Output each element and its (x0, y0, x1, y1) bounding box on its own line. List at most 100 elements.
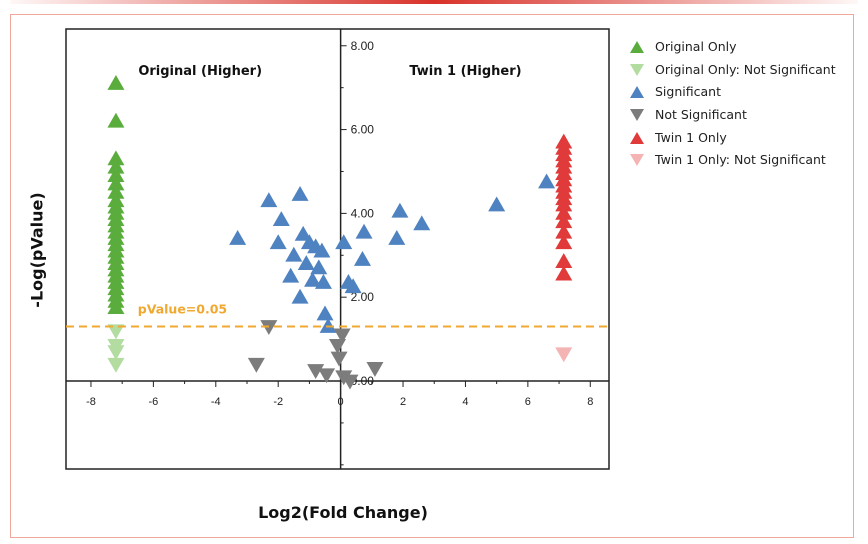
point-original-only (107, 158, 125, 174)
point-original-only (107, 175, 125, 191)
triangle-up-icon (630, 41, 644, 53)
point-significant (310, 259, 328, 275)
legend-label: Original Only: Not Significant (655, 61, 836, 77)
point-twin-1-only (555, 213, 573, 229)
x-tick-label: -8 (86, 396, 96, 408)
point-significant (282, 267, 300, 283)
x-tick-label: 2 (400, 396, 406, 408)
x-tick-label: 8 (587, 396, 593, 408)
point-significant (388, 230, 406, 245)
triangle-down-icon (630, 63, 644, 76)
point-twin-1-only-not-significant (555, 347, 573, 363)
legend-item: Original Only: Not Significant (628, 61, 853, 84)
y-axis-title: -Log(pValue) (27, 192, 47, 308)
point-significant (353, 250, 371, 266)
point-significant (488, 196, 506, 212)
point-significant (316, 305, 334, 321)
legend-label: Significant (655, 84, 721, 100)
point-twin-1-only (555, 234, 573, 250)
legend-marker-original-only-not-significant (630, 63, 644, 76)
point-original-only-not-significant (107, 345, 125, 361)
point-original-only (107, 112, 125, 128)
point-significant (313, 242, 331, 258)
legend-label: Not Significant (655, 107, 747, 123)
legend-item: Twin 1 Only (628, 129, 853, 152)
point-original-only (107, 74, 125, 90)
legend-label: Twin 1 Only (655, 129, 727, 145)
point-significant (297, 255, 315, 271)
point-not-significant (307, 364, 325, 380)
point-twin-1-only (555, 204, 573, 220)
point-significant (413, 215, 431, 231)
threshold-label: pValue=0.05 (138, 302, 227, 317)
point-not-significant (341, 374, 359, 390)
x-tick-label: -4 (211, 396, 221, 408)
x-axis-title: Log2(Fold Change) (258, 503, 428, 522)
point-twin-1-only (555, 223, 573, 239)
point-significant (391, 202, 409, 218)
point-twin-1-only (555, 253, 573, 268)
point-twin-1-only (555, 265, 573, 281)
point-significant (260, 192, 278, 208)
point-not-significant (247, 357, 265, 373)
legend-item: Original Only (628, 38, 853, 61)
point-not-significant (329, 339, 346, 354)
figure-frame (10, 14, 854, 538)
legend: Original Only Original Only: Not Signific… (628, 38, 853, 174)
triangle-down-icon (630, 154, 644, 167)
point-significant (304, 271, 322, 287)
triangle-up-icon (630, 86, 644, 99)
legend-label: Twin 1 Only: Not Significant (655, 152, 826, 168)
y-tick-label: 6.00 (351, 123, 375, 137)
x-tick-label: 6 (525, 396, 531, 408)
point-significant (294, 225, 312, 241)
region-label-original: Original (Higher) (138, 64, 262, 79)
point-significant (285, 246, 303, 262)
point-original-only-not-significant (107, 357, 125, 373)
point-original-only (107, 150, 125, 166)
point-significant (269, 234, 287, 250)
legend-marker-twin-1-only (630, 131, 644, 144)
point-not-significant (333, 328, 351, 344)
x-tick-label: 0 (338, 396, 344, 408)
point-significant (319, 318, 337, 333)
point-significant (344, 278, 362, 294)
point-significant (291, 288, 309, 304)
point-significant (272, 211, 290, 227)
point-significant (335, 234, 353, 250)
point-original-only-not-significant (107, 324, 125, 340)
point-significant (291, 186, 309, 201)
point-original-only (107, 299, 125, 315)
point-significant (538, 173, 556, 189)
x-tick-label: -6 (148, 396, 158, 408)
y-tick-label: 8.00 (351, 39, 375, 53)
point-twin-1-only (555, 196, 573, 212)
point-significant (355, 223, 373, 239)
legend-item: Twin 1 Only: Not Significant (628, 151, 853, 174)
legend-marker-significant (630, 86, 644, 99)
legend-marker-not-significant (630, 109, 644, 122)
point-not-significant (366, 362, 384, 377)
x-tick-label: -2 (273, 396, 283, 408)
legend-item: Significant (628, 83, 853, 106)
point-significant (229, 230, 247, 245)
point-original-only (107, 183, 125, 199)
annotations: Original (Higher) Twin 1 (Higher) pValue=0… (66, 64, 609, 328)
region-label-twin: Twin 1 (Higher) (409, 64, 521, 79)
legend-marker-twin-1-only-not-significant (630, 154, 644, 167)
data-marks (107, 74, 573, 390)
point-not-significant (260, 320, 278, 336)
point-original-only (107, 167, 125, 183)
x-tick-label: 4 (462, 396, 468, 408)
legend-label: Original Only (655, 39, 737, 54)
legend-item: Not Significant (628, 106, 853, 129)
y-tick-label: 2.00 (351, 290, 375, 304)
triangle-up-icon (630, 131, 644, 144)
axes-group: -8 -6 -4 -2 0 2 4 6 80.002.004.006.008.00 (66, 29, 609, 469)
top-accent-bar (10, 0, 858, 4)
point-not-significant (330, 351, 348, 367)
triangle-down-icon (630, 109, 644, 122)
point-not-significant (318, 368, 336, 384)
y-tick-label: 4.00 (351, 206, 375, 220)
